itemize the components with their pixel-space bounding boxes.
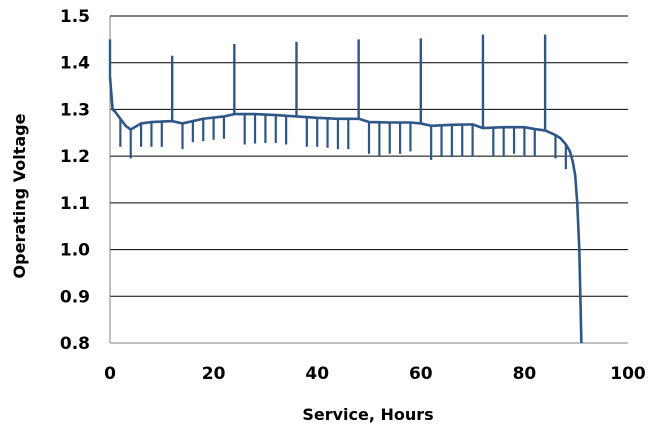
y-tick-label: 1.3	[60, 100, 90, 120]
y-tick-label: 1.4	[60, 54, 90, 74]
series-baseline-line	[108, 76, 583, 344]
x-tick-label: 80	[513, 364, 537, 384]
y-tick-label: 1.1	[60, 194, 90, 214]
x-tick-label: 40	[305, 364, 329, 384]
axes	[109, 16, 628, 344]
gridlines	[110, 15, 628, 297]
x-tick-labels: 0 20 40 60 80 100	[104, 364, 646, 384]
y-tick-label: 0.9	[60, 287, 90, 307]
series-voltage	[108, 34, 583, 344]
y-tick-label: 1.2	[60, 147, 90, 167]
x-tick-label: 20	[202, 364, 226, 384]
y-tick-labels: 0.8 0.9 1.0 1.1 1.2 1.3 1.4 1.5	[60, 7, 90, 354]
x-tick-label: 0	[104, 364, 116, 384]
y-tick-label: 1.0	[60, 241, 90, 261]
x-tick-label: 100	[610, 364, 646, 384]
x-axis-title: Service, Hours	[302, 405, 433, 424]
x-tick-label: 60	[409, 364, 433, 384]
y-axis-title: Operating Voltage	[10, 113, 29, 278]
y-tick-label: 1.5	[60, 7, 90, 27]
y-tick-label: 0.8	[60, 334, 90, 354]
